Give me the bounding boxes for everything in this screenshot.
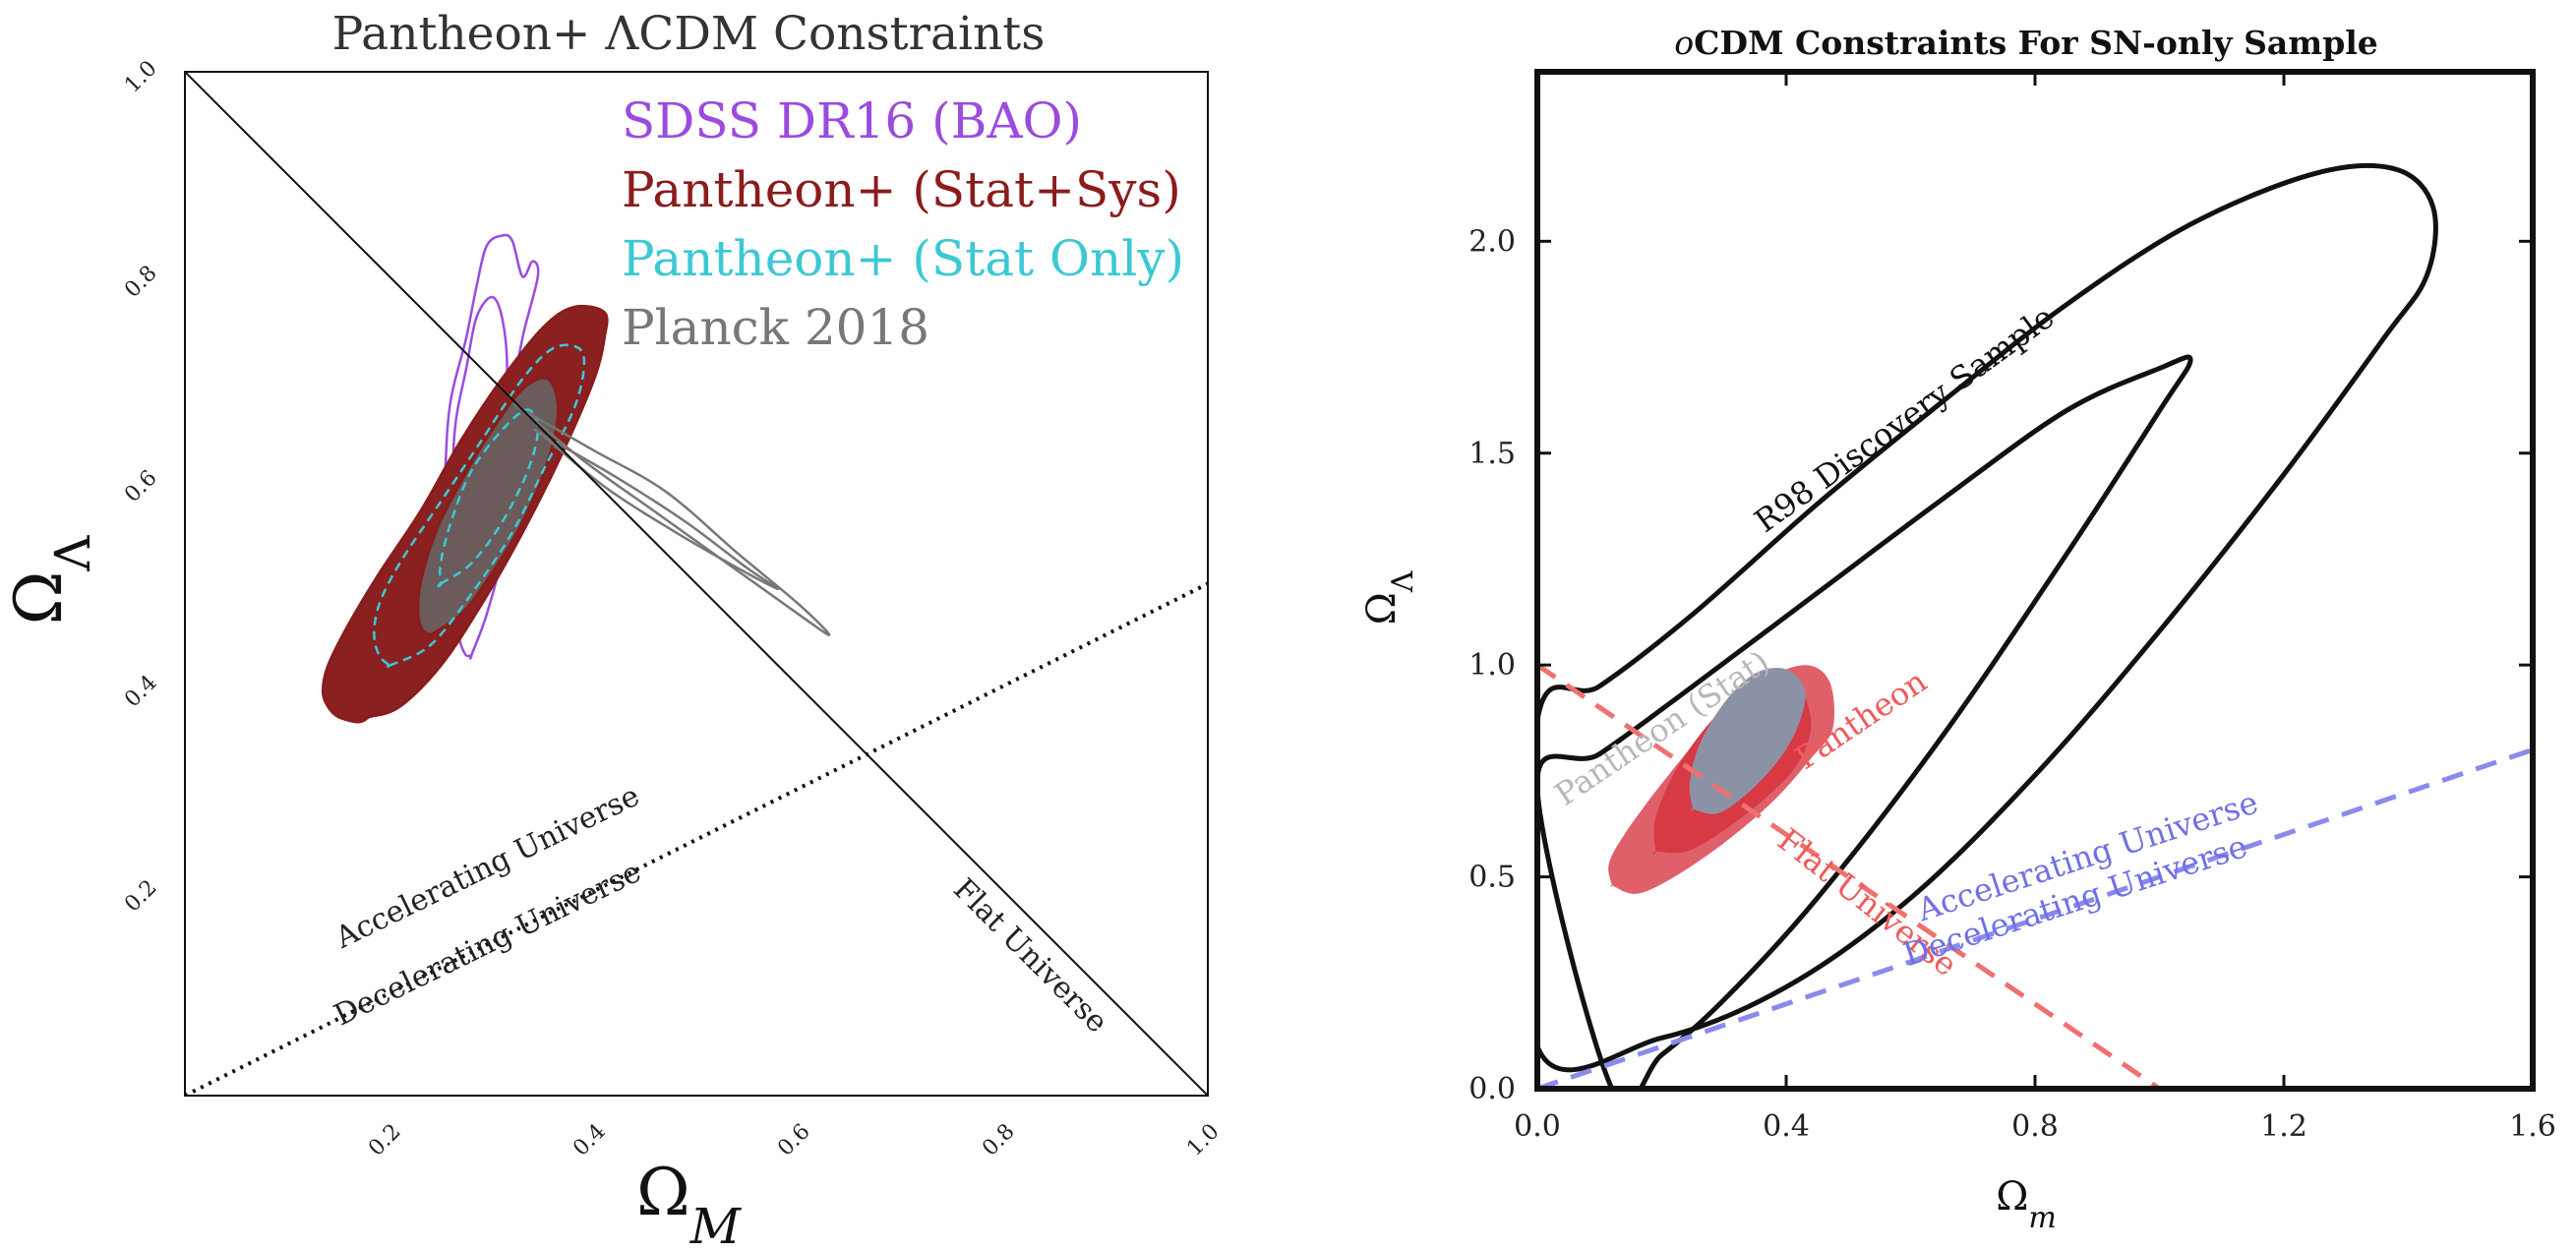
- right-contour-pantheon-stat-outer: [1689, 668, 1806, 814]
- left-x-tick-label: 0.8: [978, 1119, 1019, 1161]
- right-x-tick-label: 1.6: [2509, 1109, 2556, 1144]
- right-y-tick-label: 1.5: [1468, 437, 1516, 471]
- legend-entry-planck-2018: Planck 2018: [622, 299, 929, 356]
- left-x-axis-label: ΩM: [636, 1155, 743, 1251]
- right-y-tick-label: 1.0: [1468, 648, 1516, 683]
- left-y-tick-label: 1.0: [120, 56, 161, 97]
- right-x-tick-label: 0.8: [2011, 1109, 2059, 1144]
- left-contour-pantheon-stat-sys-inner: [416, 376, 561, 638]
- left-chart-title: Pantheon+ ΛCDM Constraints: [332, 7, 1046, 61]
- right-y-axis-label: ΩΛ: [1359, 570, 1420, 625]
- left-x-tick-label: 0.6: [773, 1119, 814, 1161]
- right-x-tick-label: 1.2: [2260, 1109, 2307, 1144]
- left-contour-pantheon-stat-only-outer: [373, 343, 586, 670]
- left-contour-pantheon-stat-only-inner: [437, 408, 540, 588]
- left-x-tick-label: 1.0: [1182, 1119, 1224, 1161]
- right-line-flat-universe: [1537, 663, 2161, 1089]
- right-y-tick-label: 0.0: [1468, 1072, 1516, 1106]
- left-x-tick-label: 0.2: [364, 1119, 405, 1161]
- left-y-tick-label: 0.4: [120, 671, 161, 712]
- right-chart-title: oCDM Constraints For SN-only Sample: [1674, 24, 2378, 62]
- left-plot-body: [185, 72, 1208, 1096]
- right-y-tick-label: 0.5: [1468, 861, 1516, 895]
- right-y-tick-label: 2.0: [1468, 224, 1516, 259]
- right-contour-r98-discovery-sample-inner: [1537, 354, 2193, 1089]
- left-line-flat-universe: [185, 72, 1208, 1096]
- legend-entry-pantheon-stat-sys: Pantheon+ (Stat+Sys): [622, 161, 1181, 218]
- left-annotation-flat-universe: Flat Universe: [946, 872, 1114, 1041]
- right-chart-panel: oCDM Constraints For SN-only Sample R98 …: [1359, 24, 2556, 1235]
- right-x-tick-label: 0.4: [1763, 1109, 1810, 1144]
- left-y-axis-label: ΩΛ: [1, 535, 101, 626]
- right-x-axis-label: Ωm: [1996, 1174, 2057, 1235]
- left-y-tick-label: 0.2: [120, 875, 161, 917]
- right-axes-frame: [1534, 69, 2536, 1092]
- left-axes-frame: [184, 71, 1209, 1097]
- left-y-tick-label: 0.6: [120, 466, 161, 507]
- left-chart-panel: Pantheon+ ΛCDM Constraints Accelerating …: [1, 7, 1225, 1251]
- left-contour-planck-2018-inner: [533, 428, 780, 590]
- left-y-tick-label: 0.8: [120, 261, 161, 302]
- right-x-tick-label: 0.0: [1514, 1109, 1561, 1144]
- left-x-tick-label: 0.4: [569, 1119, 610, 1161]
- legend-entry-pantheon-stat-only: Pantheon+ (Stat Only): [622, 230, 1184, 287]
- right-annotation-r98-discovery-sample: R98 Discovery Sample: [1748, 298, 2061, 540]
- right-plot-body: [1537, 162, 2533, 1089]
- right-contour-r98-discovery-sample-outer: [1537, 162, 2438, 1073]
- legend-entry-sdss-dr16-bao: SDSS DR16 (BAO): [622, 92, 1082, 149]
- left-legend: SDSS DR16 (BAO) Pantheon+ (Stat+Sys) Panth…: [622, 92, 1184, 356]
- left-contour-planck-2018-outer: [512, 402, 831, 636]
